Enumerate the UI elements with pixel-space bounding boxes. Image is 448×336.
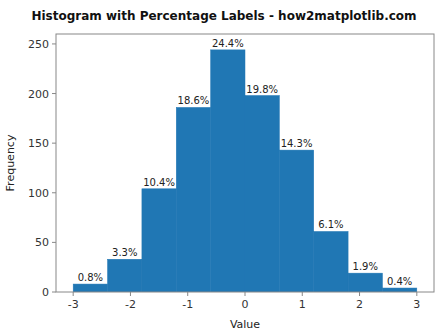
x-tick [302, 292, 303, 296]
y-tick [52, 143, 56, 144]
x-tick-label: 3 [413, 298, 420, 311]
x-axis-label: Value [230, 318, 260, 331]
y-tick-label: 200 [28, 88, 49, 101]
y-tick-label: 100 [28, 187, 49, 200]
data-label: 14.3% [281, 138, 313, 149]
bar [382, 288, 416, 292]
bar [176, 107, 210, 292]
chart: 0.8%3.3%10.4%18.6%24.4%19.8%14.3%6.1%1.9… [0, 0, 448, 336]
y-tick [52, 192, 56, 193]
bar [279, 150, 313, 292]
y-axis: 0 50 100 150 200 250 [28, 38, 56, 299]
x-tick [130, 292, 131, 296]
x-tick [416, 292, 417, 296]
plot-frame [56, 34, 434, 292]
data-label: 6.1% [318, 219, 343, 230]
y-tick [52, 43, 56, 44]
y-tick [52, 292, 56, 293]
data-label: 19.8% [246, 84, 278, 95]
x-tick-label: 2 [356, 298, 363, 311]
x-tick-label: -3 [68, 298, 79, 311]
x-tick [245, 292, 246, 296]
bar [211, 50, 245, 292]
title: Histogram with Percentage Labels - how2m… [31, 9, 416, 23]
y-tick-label: 0 [42, 286, 49, 299]
bar [348, 273, 382, 292]
y-tick [52, 93, 56, 94]
bar [245, 96, 279, 292]
x-tick-label: -2 [125, 298, 136, 311]
x-tick [73, 292, 74, 296]
data-label: 0.8% [78, 272, 103, 283]
y-tick-label: 50 [35, 236, 49, 249]
y-tick-label: 150 [28, 137, 49, 150]
data-label: 18.6% [178, 95, 210, 106]
data-label: 24.4% [212, 38, 244, 49]
data-label: 0.4% [387, 276, 412, 287]
y-tick-label: 250 [28, 38, 49, 51]
data-label: 1.9% [353, 261, 378, 272]
x-tick [187, 292, 188, 296]
data-labels: 0.8% 3.3% 10.4% 18.6% 24.4% 19.8% 14.3% 6.1% 1.9… [78, 38, 413, 287]
x-tick-label: -1 [182, 298, 193, 311]
bars [73, 50, 417, 292]
bar [314, 231, 348, 292]
data-label: 10.4% [143, 177, 175, 188]
data-label: 3.3% [112, 247, 137, 258]
bar [108, 259, 142, 292]
bar [142, 189, 176, 292]
y-axis-label: Frequency [4, 134, 17, 191]
bar [73, 284, 107, 292]
y-tick [52, 242, 56, 243]
x-axis: -3 -2 -1 0 1 2 3 [68, 292, 421, 311]
x-tick-label: 1 [299, 298, 306, 311]
x-tick-label: 0 [242, 298, 249, 311]
x-tick [359, 292, 360, 296]
